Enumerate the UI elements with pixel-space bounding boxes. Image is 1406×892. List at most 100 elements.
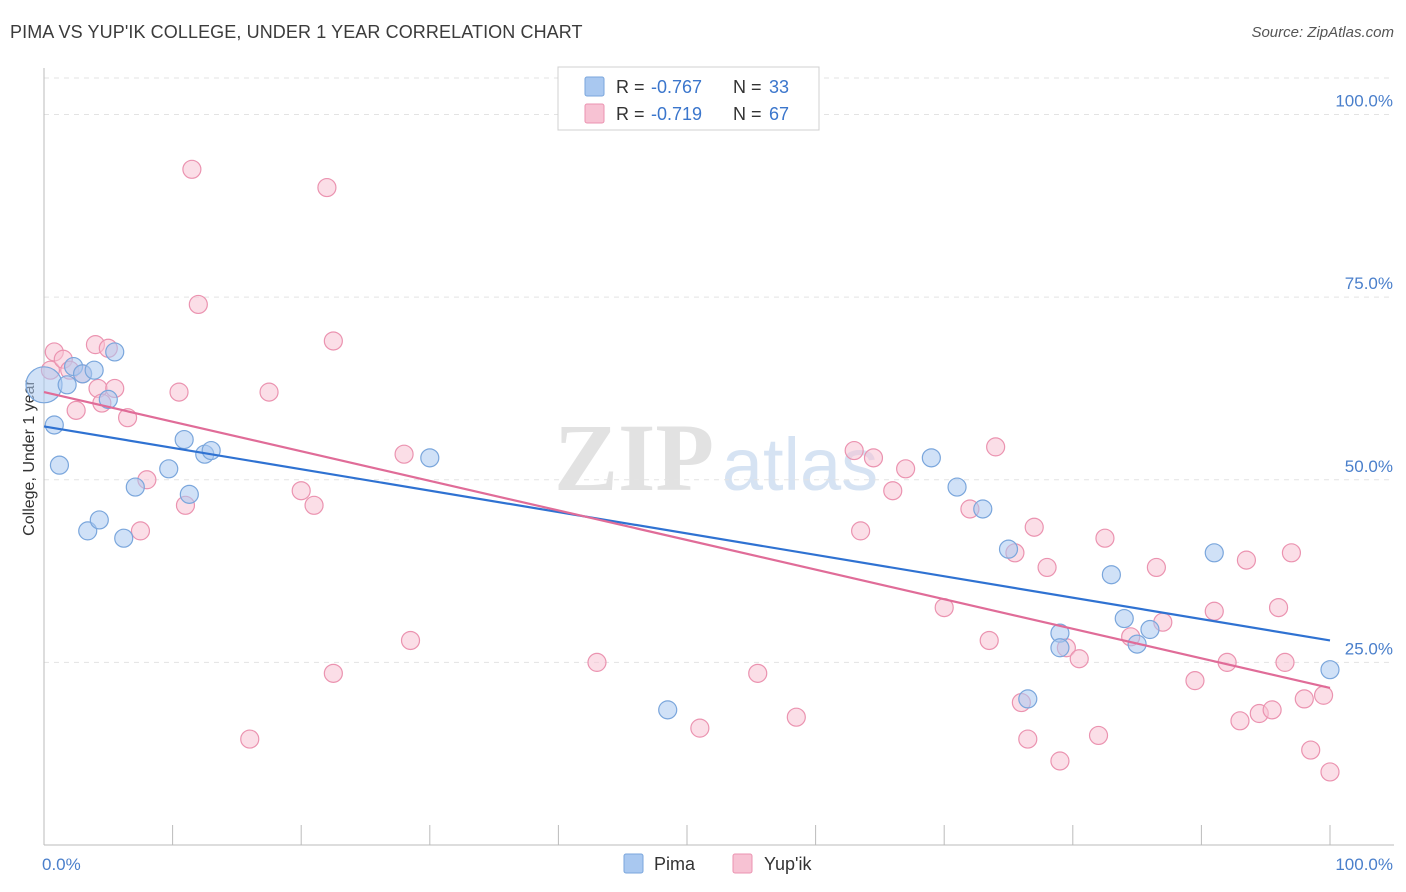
yupik-point: [323, 663, 343, 683]
pima-n-label: N =: [733, 77, 762, 97]
pima-point: [1204, 543, 1224, 563]
yupik-point: [1275, 652, 1295, 672]
yupik-r-label: R =: [616, 104, 645, 124]
pima-point: [49, 455, 70, 475]
y-tick-label: 75.0%: [1345, 274, 1393, 293]
pima-point: [1320, 660, 1340, 680]
yupik-point: [786, 707, 806, 727]
yupik-n-label: N =: [733, 104, 762, 124]
pima-point: [973, 499, 993, 519]
y-tick-labels: 25.0% 50.0% 75.0% 100.0%: [1335, 92, 1393, 659]
y-tick-label: 25.0%: [1345, 639, 1393, 658]
pima-point: [420, 448, 440, 468]
x-tick-label-min: 0.0%: [42, 855, 81, 874]
pima-point: [658, 700, 678, 720]
pima-point: [947, 477, 967, 497]
chart-title: PIMA VS YUP'IK COLLEGE, UNDER 1 YEAR COR…: [10, 22, 583, 42]
yupik-point: [1294, 689, 1314, 709]
legend-yupik-swatch: [732, 853, 753, 874]
pima-point: [179, 484, 199, 504]
yupik-point: [1146, 557, 1166, 578]
pima-point: [114, 528, 134, 548]
pima-point: [105, 342, 125, 362]
pima-point: [159, 459, 179, 479]
pima-r-label: R =: [616, 77, 645, 97]
pima-trend-line: [43, 425, 1331, 642]
yupik-point: [1050, 751, 1070, 771]
pima-point: [1114, 608, 1134, 629]
yupik-point: [1313, 685, 1334, 705]
source-label: Source: ZipAtlas.com: [1251, 24, 1394, 41]
yupik-point: [169, 382, 189, 402]
yupik-point: [291, 481, 311, 501]
trend-lines: [43, 391, 1331, 690]
yupik-point: [259, 382, 279, 402]
yupik-point: [587, 652, 607, 672]
legend-pima-swatch: [623, 853, 644, 874]
yupik-point: [394, 444, 414, 464]
pima-n-value: 33: [769, 77, 789, 97]
yupik-point: [66, 400, 86, 420]
yupik-n-value: 67: [769, 104, 789, 124]
x-tick-label-max: 100.0%: [1335, 855, 1393, 874]
yupik-point: [1095, 528, 1115, 548]
pima-point: [1050, 638, 1070, 658]
yupik-trend-line: [43, 391, 1331, 690]
yupik-r-value: -0.719: [651, 104, 702, 124]
yupik-point: [1236, 550, 1257, 570]
yupik-point: [317, 177, 337, 198]
pima-point: [921, 448, 941, 468]
pima-point: [998, 539, 1019, 559]
yupik-point: [896, 459, 916, 479]
yupik-point: [1018, 729, 1038, 749]
yupik-point: [1185, 671, 1205, 691]
y-tick-label: 100.0%: [1335, 92, 1393, 111]
yupik-point: [1204, 601, 1224, 621]
yupik-point: [851, 521, 871, 541]
grid-lines: [44, 77, 1394, 663]
yupik-point: [883, 481, 903, 501]
pima-point: [89, 510, 109, 530]
yupik-point: [1024, 517, 1044, 537]
pima-point: [98, 389, 118, 410]
yupik-point: [1230, 711, 1250, 731]
yupik-point: [690, 718, 710, 738]
watermark-zip: ZIP: [554, 404, 714, 511]
yupik-point: [1301, 740, 1321, 760]
yupik-point: [844, 440, 864, 461]
yupik-point: [1320, 762, 1340, 782]
yupik-point: [182, 159, 202, 179]
legend-yupik-label: Yup'ik: [764, 854, 812, 874]
yupik-point: [986, 437, 1006, 457]
correlation-legend: R = -0.767 N = 33 R = -0.719 N = 67: [557, 66, 820, 131]
pima-point: [125, 477, 145, 497]
yupik-point: [1069, 649, 1089, 669]
yupik-point: [748, 663, 768, 683]
yupik-point: [1281, 543, 1302, 563]
pima-point: [25, 366, 63, 404]
pima-point: [1101, 565, 1121, 585]
yupik-point: [304, 495, 324, 515]
yupik-point: [1088, 725, 1109, 746]
legend-pima-label: Pima: [654, 854, 696, 874]
yupik-legend-swatch: [584, 103, 605, 124]
watermark-atlas: atlas: [722, 423, 878, 506]
yupik-point: [863, 448, 884, 468]
yupik-point: [979, 630, 999, 651]
yupik-point: [130, 521, 151, 541]
pima-point: [57, 375, 77, 395]
pima-point: [1140, 619, 1160, 640]
pima-points: [25, 342, 1340, 720]
pima-point: [201, 440, 221, 461]
pima-point: [174, 429, 194, 450]
pima-legend-swatch: [584, 76, 605, 97]
yupik-point: [400, 630, 421, 651]
yupik-point: [1037, 557, 1057, 578]
pima-r-value: -0.767: [651, 77, 702, 97]
yupik-point: [323, 331, 343, 351]
yupik-point: [1268, 597, 1289, 618]
pima-point: [1018, 689, 1038, 709]
series-legend: Pima Yup'ik: [623, 853, 812, 874]
pima-point: [84, 360, 104, 380]
